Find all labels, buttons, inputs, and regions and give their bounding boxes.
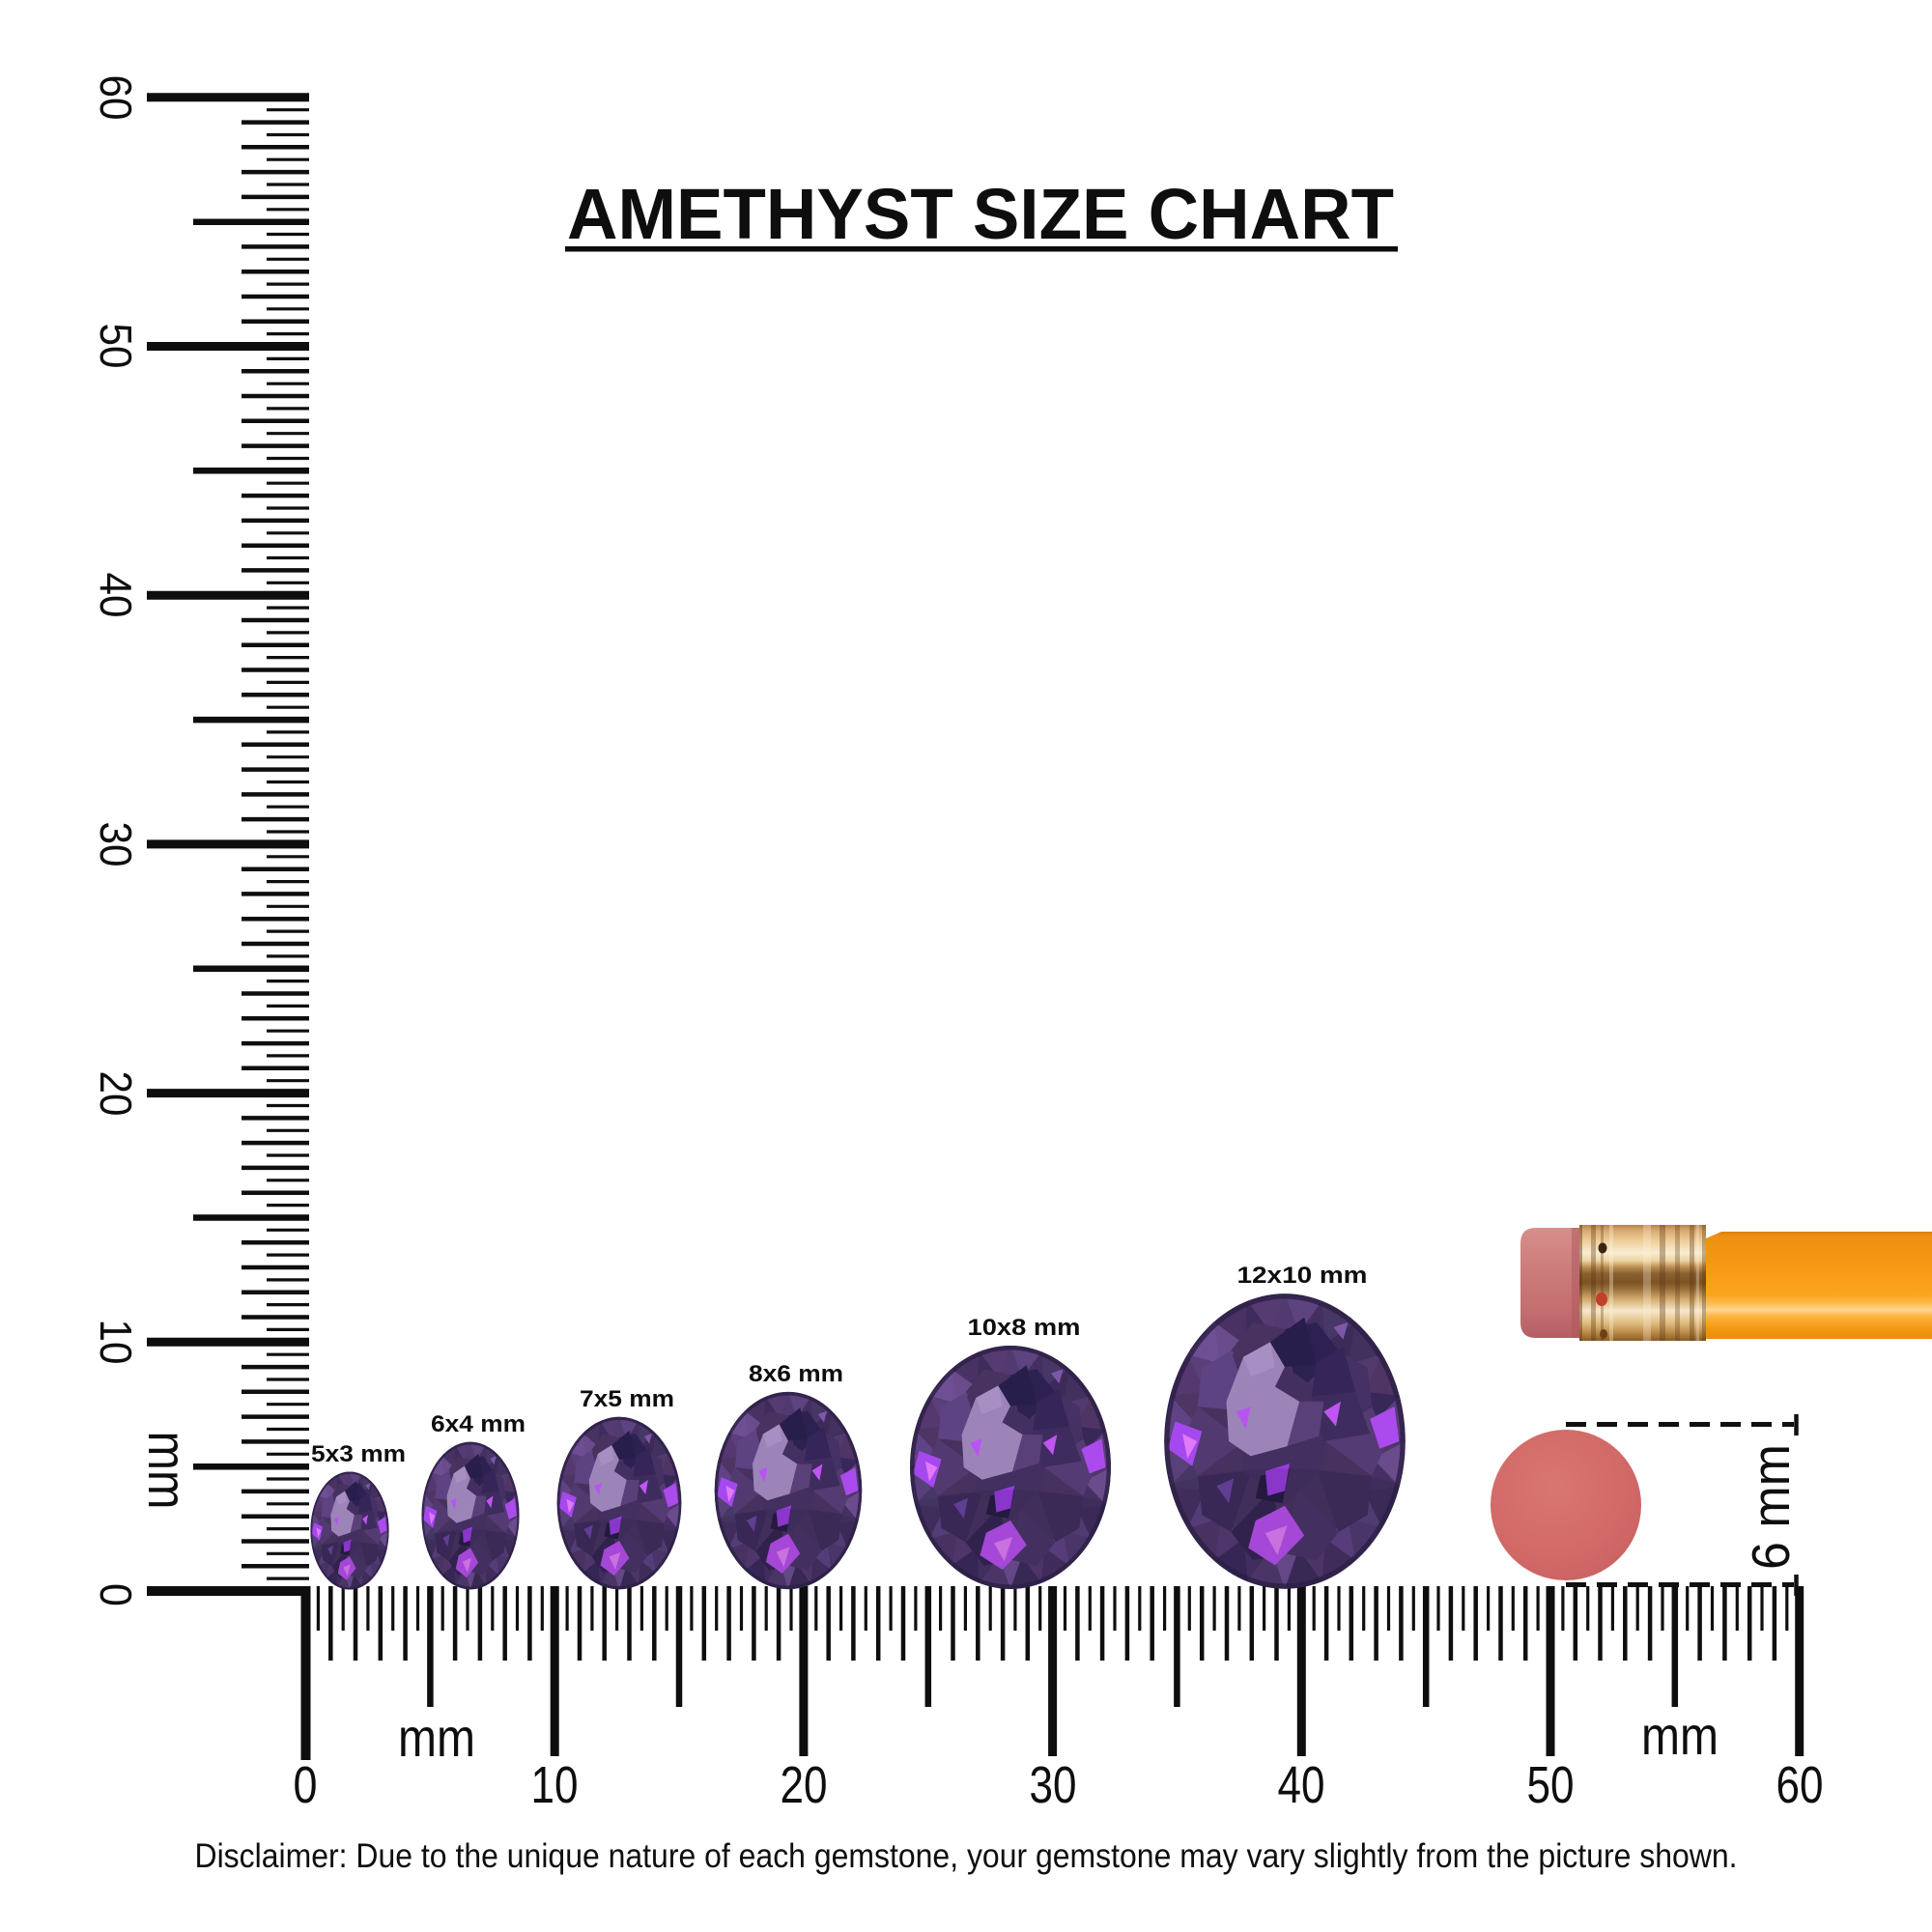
svg-text:10: 10 <box>531 1756 579 1814</box>
svg-text:mm: mm <box>398 1707 475 1768</box>
svg-text:60: 60 <box>91 75 141 121</box>
svg-text:0: 0 <box>91 1583 141 1606</box>
svg-text:AMETHYST SIZE CHART: AMETHYST SIZE CHART <box>567 174 1394 254</box>
svg-text:6 mm: 6 mm <box>1741 1444 1801 1570</box>
svg-text:60: 60 <box>1776 1756 1824 1814</box>
svg-text:6x4 mm: 6x4 mm <box>431 1411 526 1437</box>
svg-text:30: 30 <box>91 822 141 867</box>
svg-text:8x6 mm: 8x6 mm <box>749 1361 843 1387</box>
svg-text:mm: mm <box>137 1432 198 1510</box>
svg-text:50: 50 <box>1527 1756 1575 1814</box>
svg-text:10: 10 <box>91 1320 141 1365</box>
svg-text:0: 0 <box>294 1756 318 1814</box>
svg-text:20: 20 <box>91 1071 141 1117</box>
svg-text:mm: mm <box>1641 1705 1719 1766</box>
svg-text:Disclaimer: Due to the unique: Disclaimer: Due to the unique nature of … <box>195 1837 1738 1875</box>
svg-text:10x8 mm: 10x8 mm <box>968 1315 1081 1341</box>
svg-text:12x10 mm: 12x10 mm <box>1237 1263 1368 1289</box>
svg-text:5x3 mm: 5x3 mm <box>311 1441 406 1467</box>
svg-text:20: 20 <box>781 1756 828 1814</box>
svg-text:30: 30 <box>1030 1756 1077 1814</box>
svg-text:40: 40 <box>1278 1756 1325 1814</box>
svg-text:40: 40 <box>91 573 141 618</box>
svg-text:50: 50 <box>91 324 141 369</box>
svg-text:7x5 mm: 7x5 mm <box>580 1386 674 1412</box>
